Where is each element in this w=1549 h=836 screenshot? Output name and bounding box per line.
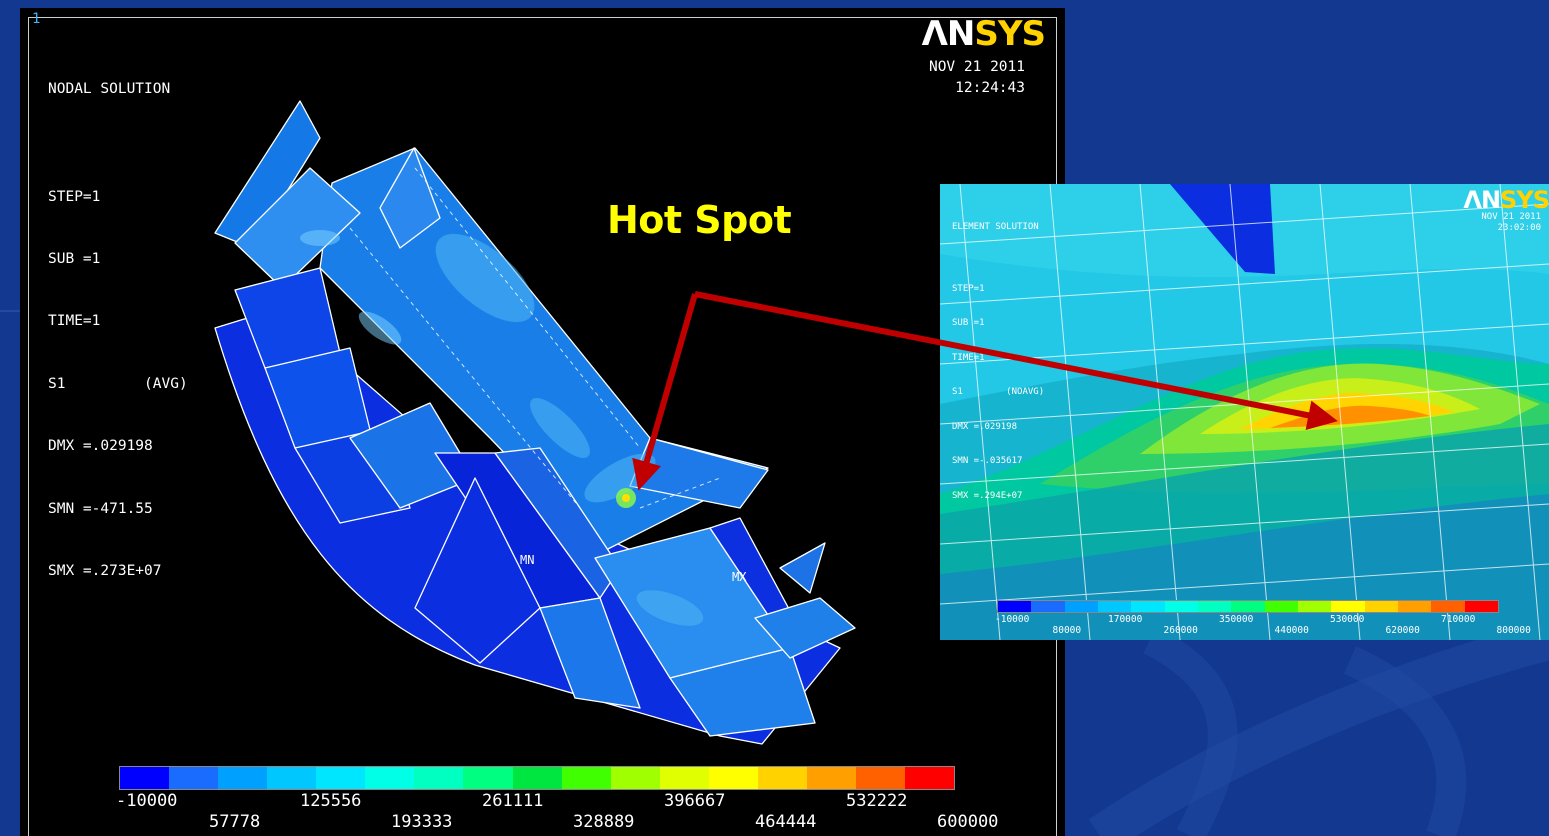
time-text: 12:24:43: [955, 80, 1025, 96]
legend-swatch: [659, 767, 709, 789]
nodal-solution-plot: 1 ΛNSYS NODAL SOLUTION STEP=1 SUB =1 TIM…: [20, 8, 1065, 836]
window-number: 1: [32, 11, 41, 27]
legend-swatch: [316, 767, 366, 789]
flange: [234, 167, 361, 289]
zoom-color-legend-bar: [997, 600, 1499, 613]
legend-swatch: [120, 767, 170, 789]
legend-swatch: [1031, 601, 1065, 612]
legend-swatch: [806, 767, 856, 789]
date-text: NOV 21 2011: [928, 59, 1025, 75]
info-line: S1 (AVG): [48, 375, 188, 392]
zoom-logo-accent-text: SYS: [1500, 186, 1549, 214]
logo-main-text: ΛN: [921, 14, 976, 54]
info-line: NODAL SOLUTION: [48, 80, 171, 97]
legend-swatch: [1431, 601, 1465, 612]
structure-model: MN MX: [214, 100, 856, 745]
legend-tick-upper: 125556: [300, 791, 362, 811]
legend-swatch: [169, 767, 219, 789]
legend-tick-lower: 800000: [1496, 625, 1531, 636]
hot-spot-label: Hot Spot: [607, 198, 792, 242]
legend-tick-lower: 260000: [1163, 625, 1198, 636]
legend-tick-lower: 57778: [209, 812, 261, 832]
zoom-date-time: NOV 21 2011 23:02:00: [1481, 212, 1541, 234]
legend-swatch: [1197, 601, 1232, 612]
legend-tick-upper: -10000: [995, 614, 1030, 625]
element-solution-zoom: ΛNSYS ELEMENT SOLUTION STEP=1 SUB =1 TIM…: [940, 184, 1549, 640]
zoom-solution-info: ELEMENT SOLUTION STEP=1 SUB =1 TIME=1 S1…: [952, 199, 1044, 525]
legend-swatch: [1331, 601, 1365, 612]
info-line: SMX =.273E+07: [48, 562, 162, 579]
bay: [539, 597, 641, 709]
legend-swatch: [1097, 601, 1132, 612]
info-line: STEP=1: [952, 283, 985, 294]
legend-tick-upper: 532222: [846, 791, 908, 811]
info-line: SUB =1: [952, 318, 985, 328]
legend-tick-upper: 710000: [1441, 614, 1476, 625]
info-line: SUB =1: [48, 250, 101, 267]
legend-swatch: [218, 767, 268, 789]
legend-tick-upper: 170000: [1108, 614, 1143, 625]
info-line: SMN =-471.55: [48, 500, 153, 517]
box-face: [669, 647, 816, 737]
legend-swatch: [905, 767, 955, 789]
info-line: STEP=1: [48, 188, 101, 205]
legend-tick-lower: 328889: [573, 812, 635, 832]
legend-swatch: [1064, 601, 1098, 612]
legend-swatch: [1164, 601, 1198, 612]
legend-swatch: [365, 767, 415, 789]
color-legend-bar: [119, 766, 955, 790]
legend-tick-lower: 80000: [1052, 625, 1082, 636]
legend-tick-upper: 261111: [482, 791, 544, 811]
info-line: ELEMENT SOLUTION: [952, 222, 1039, 232]
legend-swatch: [1364, 601, 1398, 612]
max-label: MX: [732, 570, 747, 584]
bay: [414, 477, 541, 664]
legend-swatch: [1264, 601, 1298, 612]
legend-swatch: [414, 767, 464, 789]
hot-spot-core: [622, 494, 630, 502]
legend-swatch: [267, 767, 317, 789]
info-line: SMN =-.035617: [952, 456, 1023, 466]
min-label: MN: [520, 553, 534, 567]
legend-swatch: [463, 767, 513, 789]
zoom-date-text: NOV 21 2011: [1481, 212, 1541, 222]
legend-swatch: [708, 767, 758, 789]
info-line: DMX =.029198: [48, 438, 153, 455]
info-line: TIME=1: [952, 352, 985, 363]
legend-tick-upper: 396667: [664, 791, 726, 811]
legend-tick-lower: 464444: [755, 812, 817, 832]
legend-swatch: [561, 767, 611, 789]
info-line: TIME=1: [48, 313, 101, 330]
legend-tick-lower: 620000: [1385, 625, 1420, 636]
flange: [379, 147, 441, 249]
legend-swatch: [855, 767, 905, 789]
legend-tick-lower: 440000: [1274, 625, 1309, 636]
legend-tick-upper: 530000: [1330, 614, 1365, 625]
legend-swatch: [1397, 601, 1432, 612]
flange: [754, 597, 856, 659]
legend-swatch: [610, 767, 660, 789]
info-line: SMX =.294E+07: [952, 490, 1023, 501]
legend-tick-lower: 600000: [937, 812, 999, 832]
logo-accent-text: SYS: [974, 14, 1046, 54]
zoom-logo-main-text: ΛN: [1463, 186, 1501, 214]
info-line: S1 (NOAVG): [952, 387, 1045, 397]
legend-swatch: [998, 601, 1032, 612]
legend-swatch: [1231, 601, 1265, 612]
legend-swatch: [1131, 601, 1165, 612]
zoom-time-text: 23:02:00: [1497, 223, 1541, 233]
zoom-ansys-logo: ΛNSYS: [1463, 186, 1549, 214]
legend-swatch: [757, 767, 807, 789]
legend-swatch: [512, 767, 562, 789]
info-line: DMX =.029198: [952, 421, 1018, 432]
legend-tick-lower: 193333: [391, 812, 453, 832]
date-time: NOV 21 2011 12:24:43: [929, 57, 1025, 99]
legend-swatch: [1297, 601, 1332, 612]
solution-info: NODAL SOLUTION STEP=1 SUB =1 TIME=1 S1 (…: [48, 37, 188, 623]
flange: [779, 542, 826, 594]
legend-tick-upper: 350000: [1219, 614, 1254, 625]
legend-swatch: [1464, 601, 1498, 612]
legend-tick-upper: -10000: [116, 791, 178, 811]
ansys-logo: ΛNSYS: [921, 14, 1046, 54]
